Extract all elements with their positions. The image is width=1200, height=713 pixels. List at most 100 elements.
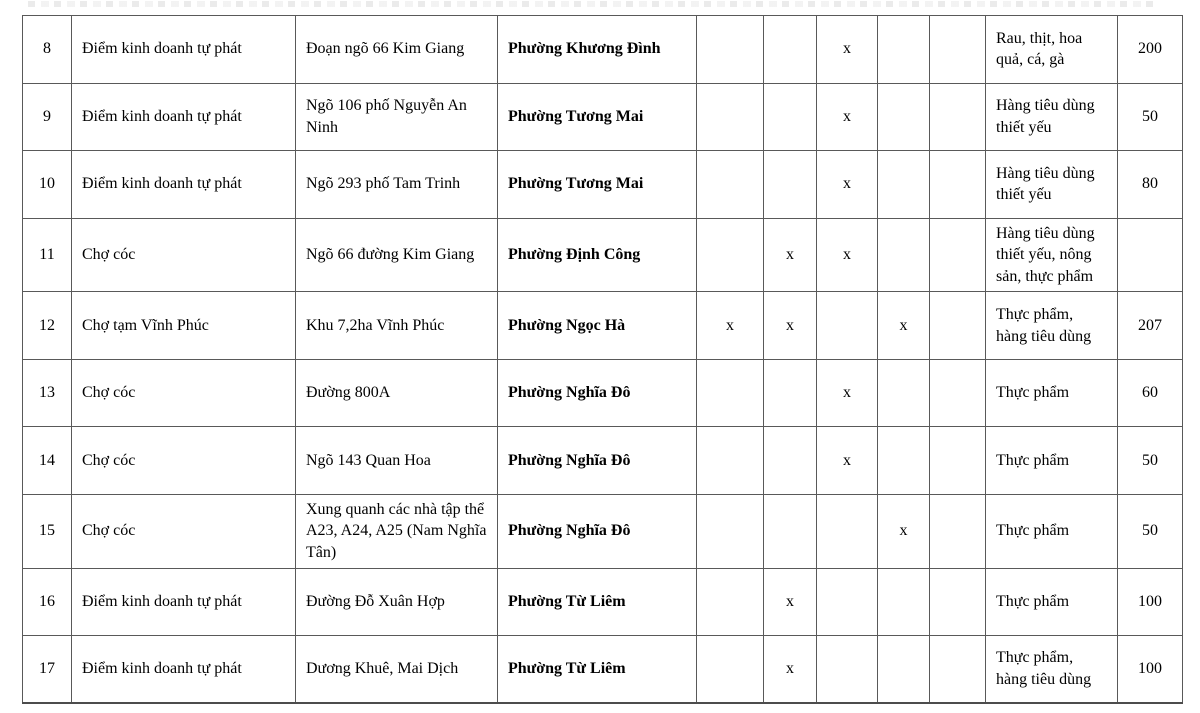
cell-type: Chợ cóc	[71, 426, 296, 495]
cell-type: Điểm kinh doanh tự phát	[71, 567, 296, 637]
cell-type: Chợ cóc	[71, 493, 296, 569]
cell-type: Chợ tạm Vĩnh Phúc	[71, 291, 296, 360]
cell-mark-5	[929, 150, 986, 219]
cell-no: 12	[22, 291, 72, 360]
cell-mark-4: x	[877, 291, 930, 360]
market-list-table: 8 Điểm kinh doanh tự phát Đoạn ngõ 66 Ki…	[22, 15, 1183, 705]
cell-address: Đoạn ngõ 66 Kim Giang	[295, 15, 498, 84]
cell-no: 14	[22, 426, 72, 495]
cell-mark-4	[877, 15, 930, 84]
cell-mark-1	[696, 15, 764, 84]
cell-mark-1	[696, 426, 764, 495]
cell-mark-5	[929, 217, 986, 293]
cropped-previous-row-remnant	[28, 1, 1158, 7]
cell-type: Điểm kinh doanh tự phát	[71, 82, 296, 151]
cell-count: 100	[1117, 635, 1183, 704]
cell-type: Điểm kinh doanh tự phát	[71, 635, 296, 704]
cell-ward: Phường Nghĩa Đô	[497, 493, 697, 569]
cell-mark-4	[877, 426, 930, 495]
cell-count	[1117, 217, 1183, 293]
cell-mark-5	[929, 426, 986, 495]
cell-mark-3: x	[816, 82, 878, 151]
table-row: 17 Điểm kinh doanh tự phát Dương Khuê, M…	[22, 635, 1183, 704]
cell-ward: Phường Từ Liêm	[497, 567, 697, 637]
cell-mark-2: x	[763, 635, 817, 704]
cell-products: Hàng tiêu dùng thiết yếu	[985, 82, 1118, 151]
cell-products: Thực phẩm, hàng tiêu dùng	[985, 291, 1118, 360]
cell-mark-4: x	[877, 493, 930, 569]
cell-no: 17	[22, 635, 72, 704]
cell-mark-1: x	[696, 291, 764, 360]
cell-address: Ngõ 293 phố Tam Trinh	[295, 150, 498, 219]
cell-no: 16	[22, 567, 72, 637]
cell-ward: Phường Ngọc Hà	[497, 291, 697, 360]
cell-mark-3: x	[816, 150, 878, 219]
cell-mark-3	[816, 291, 878, 360]
cell-count: 50	[1117, 82, 1183, 151]
cell-mark-3: x	[816, 15, 878, 84]
table-row: 9 Điểm kinh doanh tự phát Ngõ 106 phố Ng…	[22, 82, 1183, 151]
cell-address: Xung quanh các nhà tập thể A23, A24, A25…	[295, 493, 498, 569]
cell-mark-2	[763, 15, 817, 84]
cell-mark-2	[763, 150, 817, 219]
cell-mark-4	[877, 635, 930, 704]
cell-mark-1	[696, 82, 764, 151]
cell-mark-5	[929, 493, 986, 569]
cell-mark-2: x	[763, 217, 817, 293]
table-row: 15 Chợ cóc Xung quanh các nhà tập thể A2…	[22, 493, 1183, 569]
cell-count: 200	[1117, 15, 1183, 84]
cell-address: Khu 7,2ha Vĩnh Phúc	[295, 291, 498, 360]
cell-mark-1	[696, 358, 764, 428]
cell-count: 50	[1117, 426, 1183, 495]
cell-mark-4	[877, 217, 930, 293]
cell-type: Chợ cóc	[71, 358, 296, 428]
cell-no: 8	[22, 15, 72, 84]
cell-ward: Phường Từ Liêm	[497, 635, 697, 704]
cell-mark-2	[763, 82, 817, 151]
table-row: 13 Chợ cóc Đường 800A Phường Nghĩa Đô x …	[22, 358, 1183, 428]
cell-mark-5	[929, 358, 986, 428]
cell-address: Ngõ 66 đường Kim Giang	[295, 217, 498, 293]
cell-mark-3: x	[816, 426, 878, 495]
cell-mark-3: x	[816, 358, 878, 428]
cell-no: 9	[22, 82, 72, 151]
cell-mark-2	[763, 426, 817, 495]
cell-mark-5	[929, 15, 986, 84]
cell-count: 100	[1117, 567, 1183, 637]
cell-ward: Phường Nghĩa Đô	[497, 358, 697, 428]
cell-mark-2	[763, 493, 817, 569]
cell-mark-4	[877, 567, 930, 637]
table-row: 16 Điểm kinh doanh tự phát Đường Đỗ Xuân…	[22, 567, 1183, 637]
cell-products: Thực phẩm, hàng tiêu dùng	[985, 635, 1118, 704]
cell-mark-2: x	[763, 567, 817, 637]
cell-count: 60	[1117, 358, 1183, 428]
cell-products: Hàng tiêu dùng thiết yếu	[985, 150, 1118, 219]
cell-mark-4	[877, 150, 930, 219]
cell-ward: Phường Tương Mai	[497, 82, 697, 151]
cell-count: 50	[1117, 493, 1183, 569]
table-row: 11 Chợ cóc Ngõ 66 đường Kim Giang Phường…	[22, 217, 1183, 293]
cell-products: Thực phẩm	[985, 426, 1118, 495]
cell-mark-5	[929, 567, 986, 637]
cell-mark-2: x	[763, 291, 817, 360]
table-row: 14 Chợ cóc Ngõ 143 Quan Hoa Phường Nghĩa…	[22, 426, 1183, 495]
cell-products: Thực phẩm	[985, 358, 1118, 428]
cell-mark-5	[929, 82, 986, 151]
cell-count: 207	[1117, 291, 1183, 360]
cell-mark-1	[696, 567, 764, 637]
cell-address: Ngõ 106 phố Nguyễn An Ninh	[295, 82, 498, 151]
cell-ward: Phường Định Công	[497, 217, 697, 293]
cell-ward: Phường Nghĩa Đô	[497, 426, 697, 495]
cell-mark-1	[696, 217, 764, 293]
cell-products: Rau, thịt, hoa quả, cá, gà	[985, 15, 1118, 84]
cell-address: Dương Khuê, Mai Dịch	[295, 635, 498, 704]
cell-address: Đường 800A	[295, 358, 498, 428]
cell-mark-5	[929, 291, 986, 360]
table-row: 10 Điểm kinh doanh tự phát Ngõ 293 phố T…	[22, 150, 1183, 219]
cell-mark-3	[816, 493, 878, 569]
cell-no: 11	[22, 217, 72, 293]
cell-products: Hàng tiêu dùng thiết yếu, nông sản, thực…	[985, 217, 1118, 293]
cell-mark-1	[696, 493, 764, 569]
cell-mark-5	[929, 635, 986, 704]
table-row: 12 Chợ tạm Vĩnh Phúc Khu 7,2ha Vĩnh Phúc…	[22, 291, 1183, 360]
